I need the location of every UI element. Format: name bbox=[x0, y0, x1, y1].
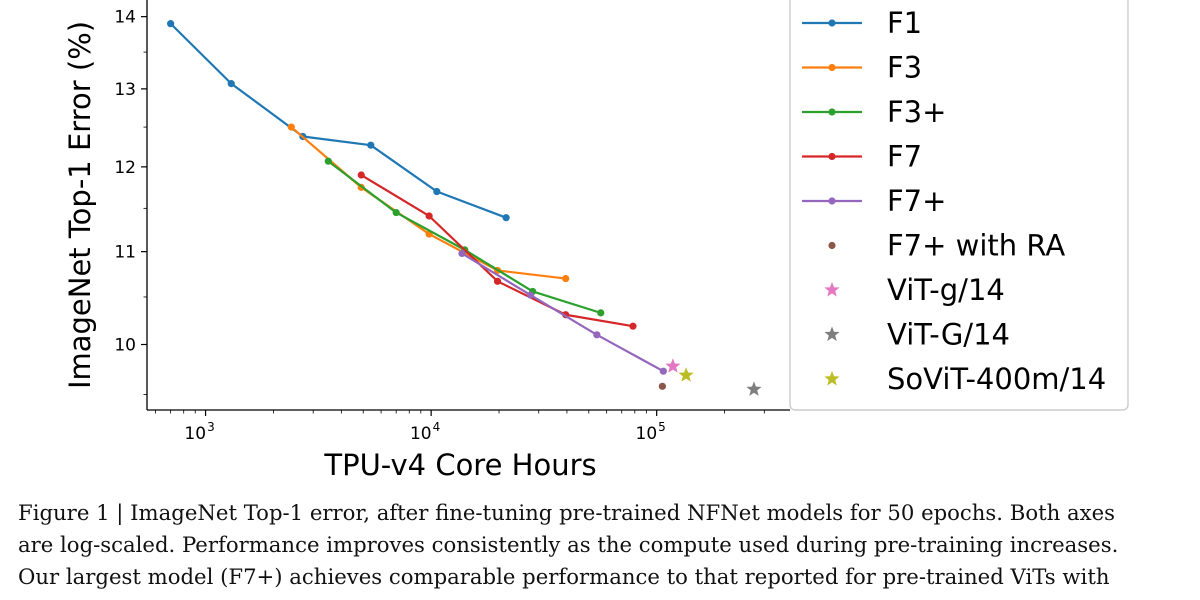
data-point-f7-2 bbox=[593, 331, 601, 339]
x-axis-label: TPU-v4 Core Hours bbox=[323, 448, 596, 482]
legend-label-f7: F7+ bbox=[887, 184, 946, 218]
series-f3 bbox=[287, 123, 570, 283]
data-point-f3-4 bbox=[562, 274, 570, 283]
caption-line-3: Our largest model (F7+) achieves compara… bbox=[18, 564, 1110, 589]
series-line-f7 bbox=[461, 252, 664, 373]
legend-swatch-marker-f3 bbox=[828, 108, 836, 116]
data-point-f1-5 bbox=[502, 214, 510, 222]
series-line-f3 bbox=[290, 126, 566, 280]
legend-swatch-marker-f7 bbox=[828, 197, 836, 205]
series-vit-g-14 bbox=[746, 381, 762, 396]
data-point-f3-4 bbox=[597, 309, 605, 317]
legend-label-f3: F3 bbox=[887, 51, 922, 85]
x-tick-label-4: 104 bbox=[410, 420, 440, 444]
data-point-f7-with-ra-0 bbox=[658, 382, 666, 390]
y-tick-label-14: 14 bbox=[114, 8, 136, 28]
data-point-f1-1 bbox=[227, 80, 235, 88]
legend-item-vit-g-14: ViT-G/14 bbox=[824, 318, 1010, 352]
legend-box bbox=[789, 0, 1129, 411]
data-point-f1-4 bbox=[433, 187, 441, 196]
data-point-f3-0 bbox=[324, 157, 332, 165]
x-tick-label-3: 103 bbox=[184, 420, 214, 444]
data-point-f7-1 bbox=[526, 291, 535, 299]
legend-item-sovit-400m-14: SoViT-400m/14 bbox=[824, 362, 1106, 396]
figure-caption: Figure 1 | ImageNet Top-1 error, after f… bbox=[18, 497, 1188, 593]
y-tick-label-11: 11 bbox=[114, 243, 136, 263]
data-point-f7-0 bbox=[458, 249, 466, 258]
data-point-f3-0 bbox=[287, 123, 295, 131]
legend-swatch-marker-f3 bbox=[828, 63, 836, 72]
series-f1 bbox=[167, 20, 510, 222]
y-axis-label: ImageNet Top-1 Error (%) bbox=[63, 21, 97, 389]
legend-item-f1: F1 bbox=[802, 6, 922, 40]
legend-swatch-marker-sovit-400m-14 bbox=[824, 371, 840, 386]
series-vit-g-14 bbox=[665, 358, 681, 373]
legend-item-vit-g-14: ViT-g/14 bbox=[824, 273, 1005, 307]
legend-label-f7: F7 bbox=[887, 140, 922, 174]
x-tick-label-5: 105 bbox=[636, 420, 666, 444]
legend-swatch-marker-vit-g-14 bbox=[824, 326, 840, 341]
legend-label-sovit-400m-14: SoViT-400m/14 bbox=[887, 362, 1106, 396]
series-line-f3 bbox=[327, 160, 602, 314]
legend-item-f7: F7 bbox=[802, 140, 922, 174]
series-f7 bbox=[357, 171, 637, 330]
legend-label-vit-g-14: ViT-G/14 bbox=[887, 318, 1010, 352]
y-tick-label-12: 12 bbox=[114, 158, 136, 178]
legend-swatch-marker-f1 bbox=[828, 19, 836, 27]
legend-item-f7-with-ra: F7+ with RA bbox=[828, 229, 1065, 263]
scaling-chart: 10 11 12 13 14 103 104 105 TPU-v4 Core Hours Imag… bbox=[63, 0, 1129, 482]
legend-item-f7: F7+ bbox=[802, 184, 946, 218]
data-point-vit-g-14-0 bbox=[746, 381, 762, 396]
data-point-f7-3 bbox=[659, 367, 667, 375]
caption-line-1: Figure 1 | ImageNet Top-1 error, after f… bbox=[18, 500, 1115, 525]
data-point-sovit-400m-14-0 bbox=[678, 367, 694, 382]
legend-label-vit-g-14: ViT-g/14 bbox=[887, 273, 1005, 307]
legend-label-f3: F3+ bbox=[887, 95, 946, 129]
series-sovit-400m-14 bbox=[678, 367, 694, 382]
data-point-f3-1 bbox=[392, 208, 400, 217]
legend-item-f3: F3+ bbox=[802, 95, 946, 129]
data-point-f7-2 bbox=[493, 277, 502, 285]
x-tick-exponent-3: 3 bbox=[207, 420, 215, 434]
x-tick-exponent-4: 4 bbox=[433, 420, 441, 434]
legend-swatch-marker-f7-with-ra bbox=[828, 241, 836, 250]
x-tick-exponent-5: 5 bbox=[658, 420, 666, 434]
legend-label-f7-with-ra: F7+ with RA bbox=[887, 229, 1065, 263]
y-tick-label-13: 13 bbox=[114, 80, 136, 100]
data-point-f1-3 bbox=[367, 141, 375, 149]
data-point-f1-0 bbox=[167, 20, 175, 28]
legend-item-f3: F3 bbox=[802, 51, 922, 85]
series-f7 bbox=[458, 249, 667, 375]
data-point-vit-g-14-0 bbox=[665, 358, 681, 373]
data-point-f7-4 bbox=[629, 322, 637, 330]
legend-label-f1: F1 bbox=[887, 6, 922, 40]
series-f7-with-ra bbox=[658, 382, 666, 390]
series-line-f7 bbox=[360, 174, 634, 328]
data-point-f7-1 bbox=[425, 212, 433, 220]
series-f3 bbox=[324, 157, 605, 317]
series-line-f1 bbox=[169, 22, 507, 219]
legend-swatch-marker-vit-g-14 bbox=[824, 282, 840, 297]
caption-line-2: are log-scaled. Performance improves con… bbox=[18, 532, 1119, 557]
data-point-f7-0 bbox=[357, 171, 365, 179]
y-tick-label-10: 10 bbox=[114, 336, 136, 356]
legend-swatch-marker-f7 bbox=[828, 152, 836, 161]
